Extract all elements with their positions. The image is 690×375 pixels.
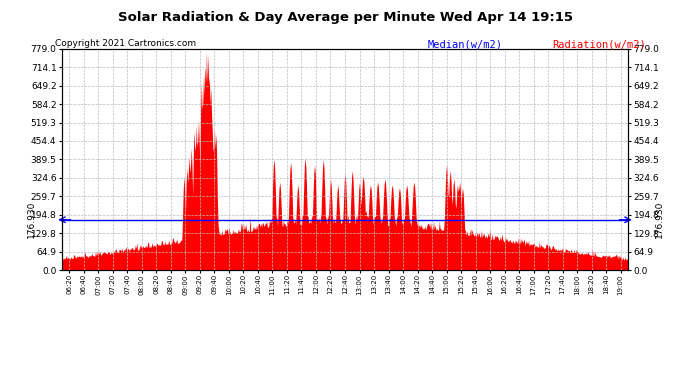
Text: Solar Radiation & Day Average per Minute Wed Apr 14 19:15: Solar Radiation & Day Average per Minute… — [117, 11, 573, 24]
Text: Median(w/m2): Median(w/m2) — [428, 39, 503, 50]
Text: 176.930: 176.930 — [655, 201, 664, 238]
Text: Copyright 2021 Cartronics.com: Copyright 2021 Cartronics.com — [55, 39, 197, 48]
Text: 176.930: 176.930 — [26, 201, 35, 238]
Text: Radiation(w/m2): Radiation(w/m2) — [552, 39, 646, 50]
